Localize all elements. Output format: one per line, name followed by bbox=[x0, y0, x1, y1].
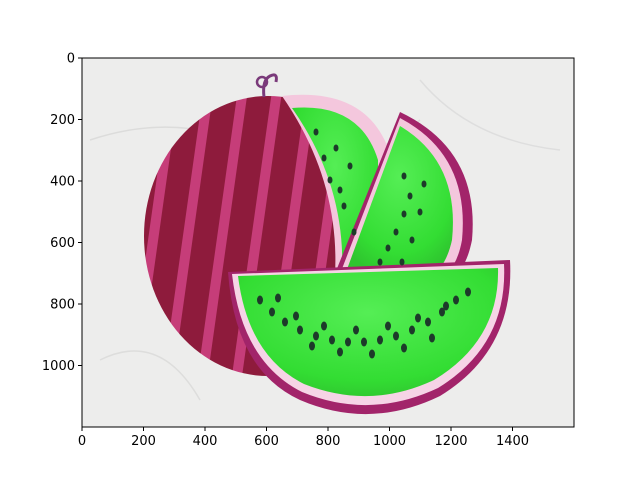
x-tick-label: 1400 bbox=[496, 434, 529, 449]
slice-flesh bbox=[238, 268, 499, 397]
marble-vein bbox=[99, 350, 201, 401]
y-tick-label: 800 bbox=[50, 298, 75, 313]
x-tick-label: 400 bbox=[193, 434, 218, 449]
x-axis: 0 200 400 600 800 1000 1200 1400 bbox=[78, 427, 529, 449]
front-half-moon-slice bbox=[228, 260, 511, 415]
marble-vein bbox=[419, 79, 561, 151]
x-tick-label: 1200 bbox=[434, 434, 467, 449]
x-tick-label: 1000 bbox=[373, 434, 406, 449]
y-tick-label: 200 bbox=[50, 113, 75, 128]
image-plot-area bbox=[82, 58, 574, 427]
x-tick-label: 600 bbox=[254, 434, 279, 449]
wedge-flesh bbox=[346, 126, 453, 272]
x-tick-label: 0 bbox=[78, 434, 86, 449]
watermelon-stem bbox=[262, 73, 278, 98]
x-tick-label: 800 bbox=[316, 434, 341, 449]
y-tick-label: 600 bbox=[50, 236, 75, 251]
y-tick-label: 1000 bbox=[42, 359, 75, 374]
y-tick-label: 400 bbox=[50, 175, 75, 190]
x-tick-label: 200 bbox=[131, 434, 156, 449]
y-axis: 0 200 400 600 800 1000 bbox=[42, 52, 82, 374]
standing-wedge-slice bbox=[334, 112, 473, 276]
seeds bbox=[257, 128, 471, 359]
y-tick-label: 0 bbox=[67, 52, 75, 67]
watermelon-stem-curl bbox=[255, 75, 269, 89]
